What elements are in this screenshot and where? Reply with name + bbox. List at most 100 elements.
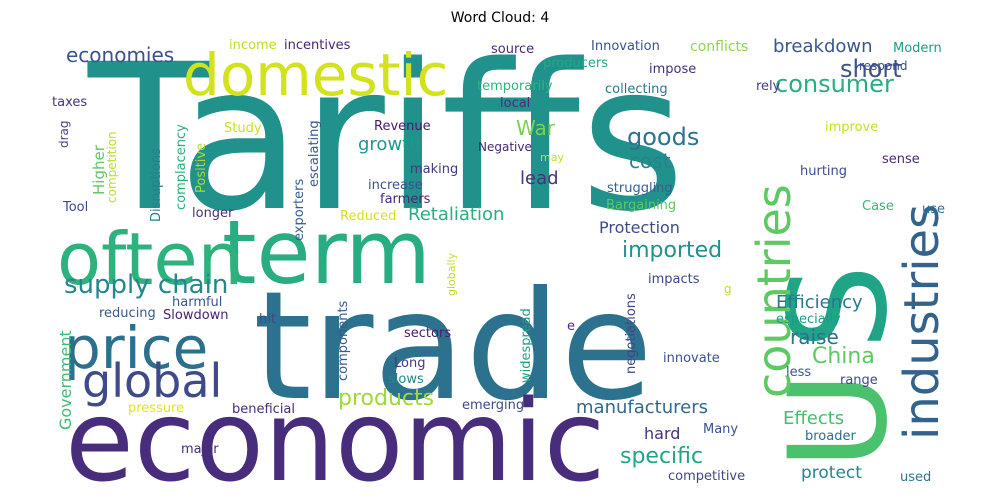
word-negative: Negative [478,140,532,154]
word-taxes: taxes [52,95,87,110]
word-economic: economic [65,377,605,500]
word-modern: Modern [893,41,942,56]
word-protect: protect [801,463,862,483]
word-emerging: emerging [462,398,524,413]
word-e: e [567,319,575,334]
word-innovation: Innovation [591,39,660,54]
word-u: U [760,371,917,470]
word-bargaining: Bargaining [606,198,676,213]
word-s: S [760,264,917,350]
word-war: War [516,116,556,140]
word-harmful: harmful [172,295,222,310]
word-higher: Higher [90,144,108,195]
word-china: China [812,344,875,369]
word-globally: globally [445,252,458,296]
word-impose: impose [649,62,696,77]
word-hit: hit [259,312,276,327]
word-components: components [336,300,351,381]
word-income: income [229,38,277,53]
word-pressure: pressure [128,401,184,416]
word-economies: economies [66,43,174,67]
word-slowdown: Slowdown [163,308,229,323]
word-trade: trade [253,260,653,434]
word-case: Case [862,199,894,214]
word-consumer: consumer [775,70,894,98]
word-protection: Protection [599,218,680,237]
word-struggling: struggling [607,181,673,196]
word-effects: Effects [783,408,844,429]
word-efficiency: Efficiency [776,292,863,313]
word-drag: drag [57,120,71,148]
word-range: range [840,373,878,388]
word-negotiations: negotiations [624,293,639,374]
word-beneficial: beneficial [232,402,295,417]
word-price: price [64,314,208,382]
word-slows: slows [388,372,424,387]
word-improve: improve [825,120,878,135]
word-government: Government [56,330,75,430]
word-use: use [922,202,945,217]
word-complacency: complacency [174,124,189,210]
word-innovate: innovate [663,351,720,366]
word-global: global [82,354,222,408]
word-imported: imported [622,238,722,263]
word-goods: goods [627,123,699,151]
word-broader: broader [805,429,856,444]
word-long: Long [394,356,425,371]
word-respond: respond [859,59,908,73]
word-products: products [338,386,434,411]
word-disruptions: Disruptions [149,148,164,222]
word-study: Study [224,121,262,136]
word-lead: lead [520,168,559,189]
word-major: major [181,442,219,457]
word-tariffs: Tariffs [87,20,685,256]
word-longer: longer [192,206,234,221]
word-manufacturers: manufacturers [576,397,708,418]
word-widespread: widespread [519,308,534,383]
word-short: short [840,55,902,83]
word-competitive: competitive [668,469,745,484]
word-hurting: hurting [800,164,847,179]
word-impacts: impacts [648,272,700,287]
word-domestic: domestic [183,41,448,109]
word-reducing: reducing [99,306,156,321]
word-may: may [540,151,564,164]
word-sense: sense [882,152,920,167]
word-specific: specific [620,444,703,469]
word-tool: Tool [62,200,88,215]
word-supply-chain: supply chain [64,270,228,300]
word-revenue: Revenue [374,119,431,134]
word-increase: increase [368,178,423,193]
word-especially: especially [776,312,841,327]
word-rely: rely [756,79,781,94]
word-raise: raise [790,325,839,349]
word-industries: industries [894,204,950,440]
word-temporarily: temporarily [477,79,553,94]
chart-title: Word Cloud: 4 [450,10,550,26]
word-breakdown: breakdown [773,36,873,57]
word-local: local [500,96,530,111]
word-farmers: farmers [380,192,431,207]
word-positive: Positive [194,143,209,193]
word-conflicts: conflicts [690,39,748,55]
word-many: Many [703,422,738,437]
word-collecting: collecting [605,82,668,97]
word-escalating: escalating [307,120,322,187]
word-making: making [410,162,458,177]
word-reduced: Reduced [340,209,396,224]
word-incentives: incentives [284,38,351,53]
word-cost: cost [629,149,671,173]
word-exporters: exporters [292,179,307,241]
word-countries: countries [747,184,801,398]
word-hard: hard [644,424,680,443]
word-growth: growth [358,134,421,155]
word-used: used [900,470,931,485]
word-g: g [724,282,732,296]
word-source: source [491,42,534,57]
word-often: often [57,217,243,301]
word-retaliation: Retaliation [408,204,504,225]
word-sectors: sectors [404,326,451,341]
word-competition: competition [105,131,119,203]
word-term: term [222,201,431,304]
